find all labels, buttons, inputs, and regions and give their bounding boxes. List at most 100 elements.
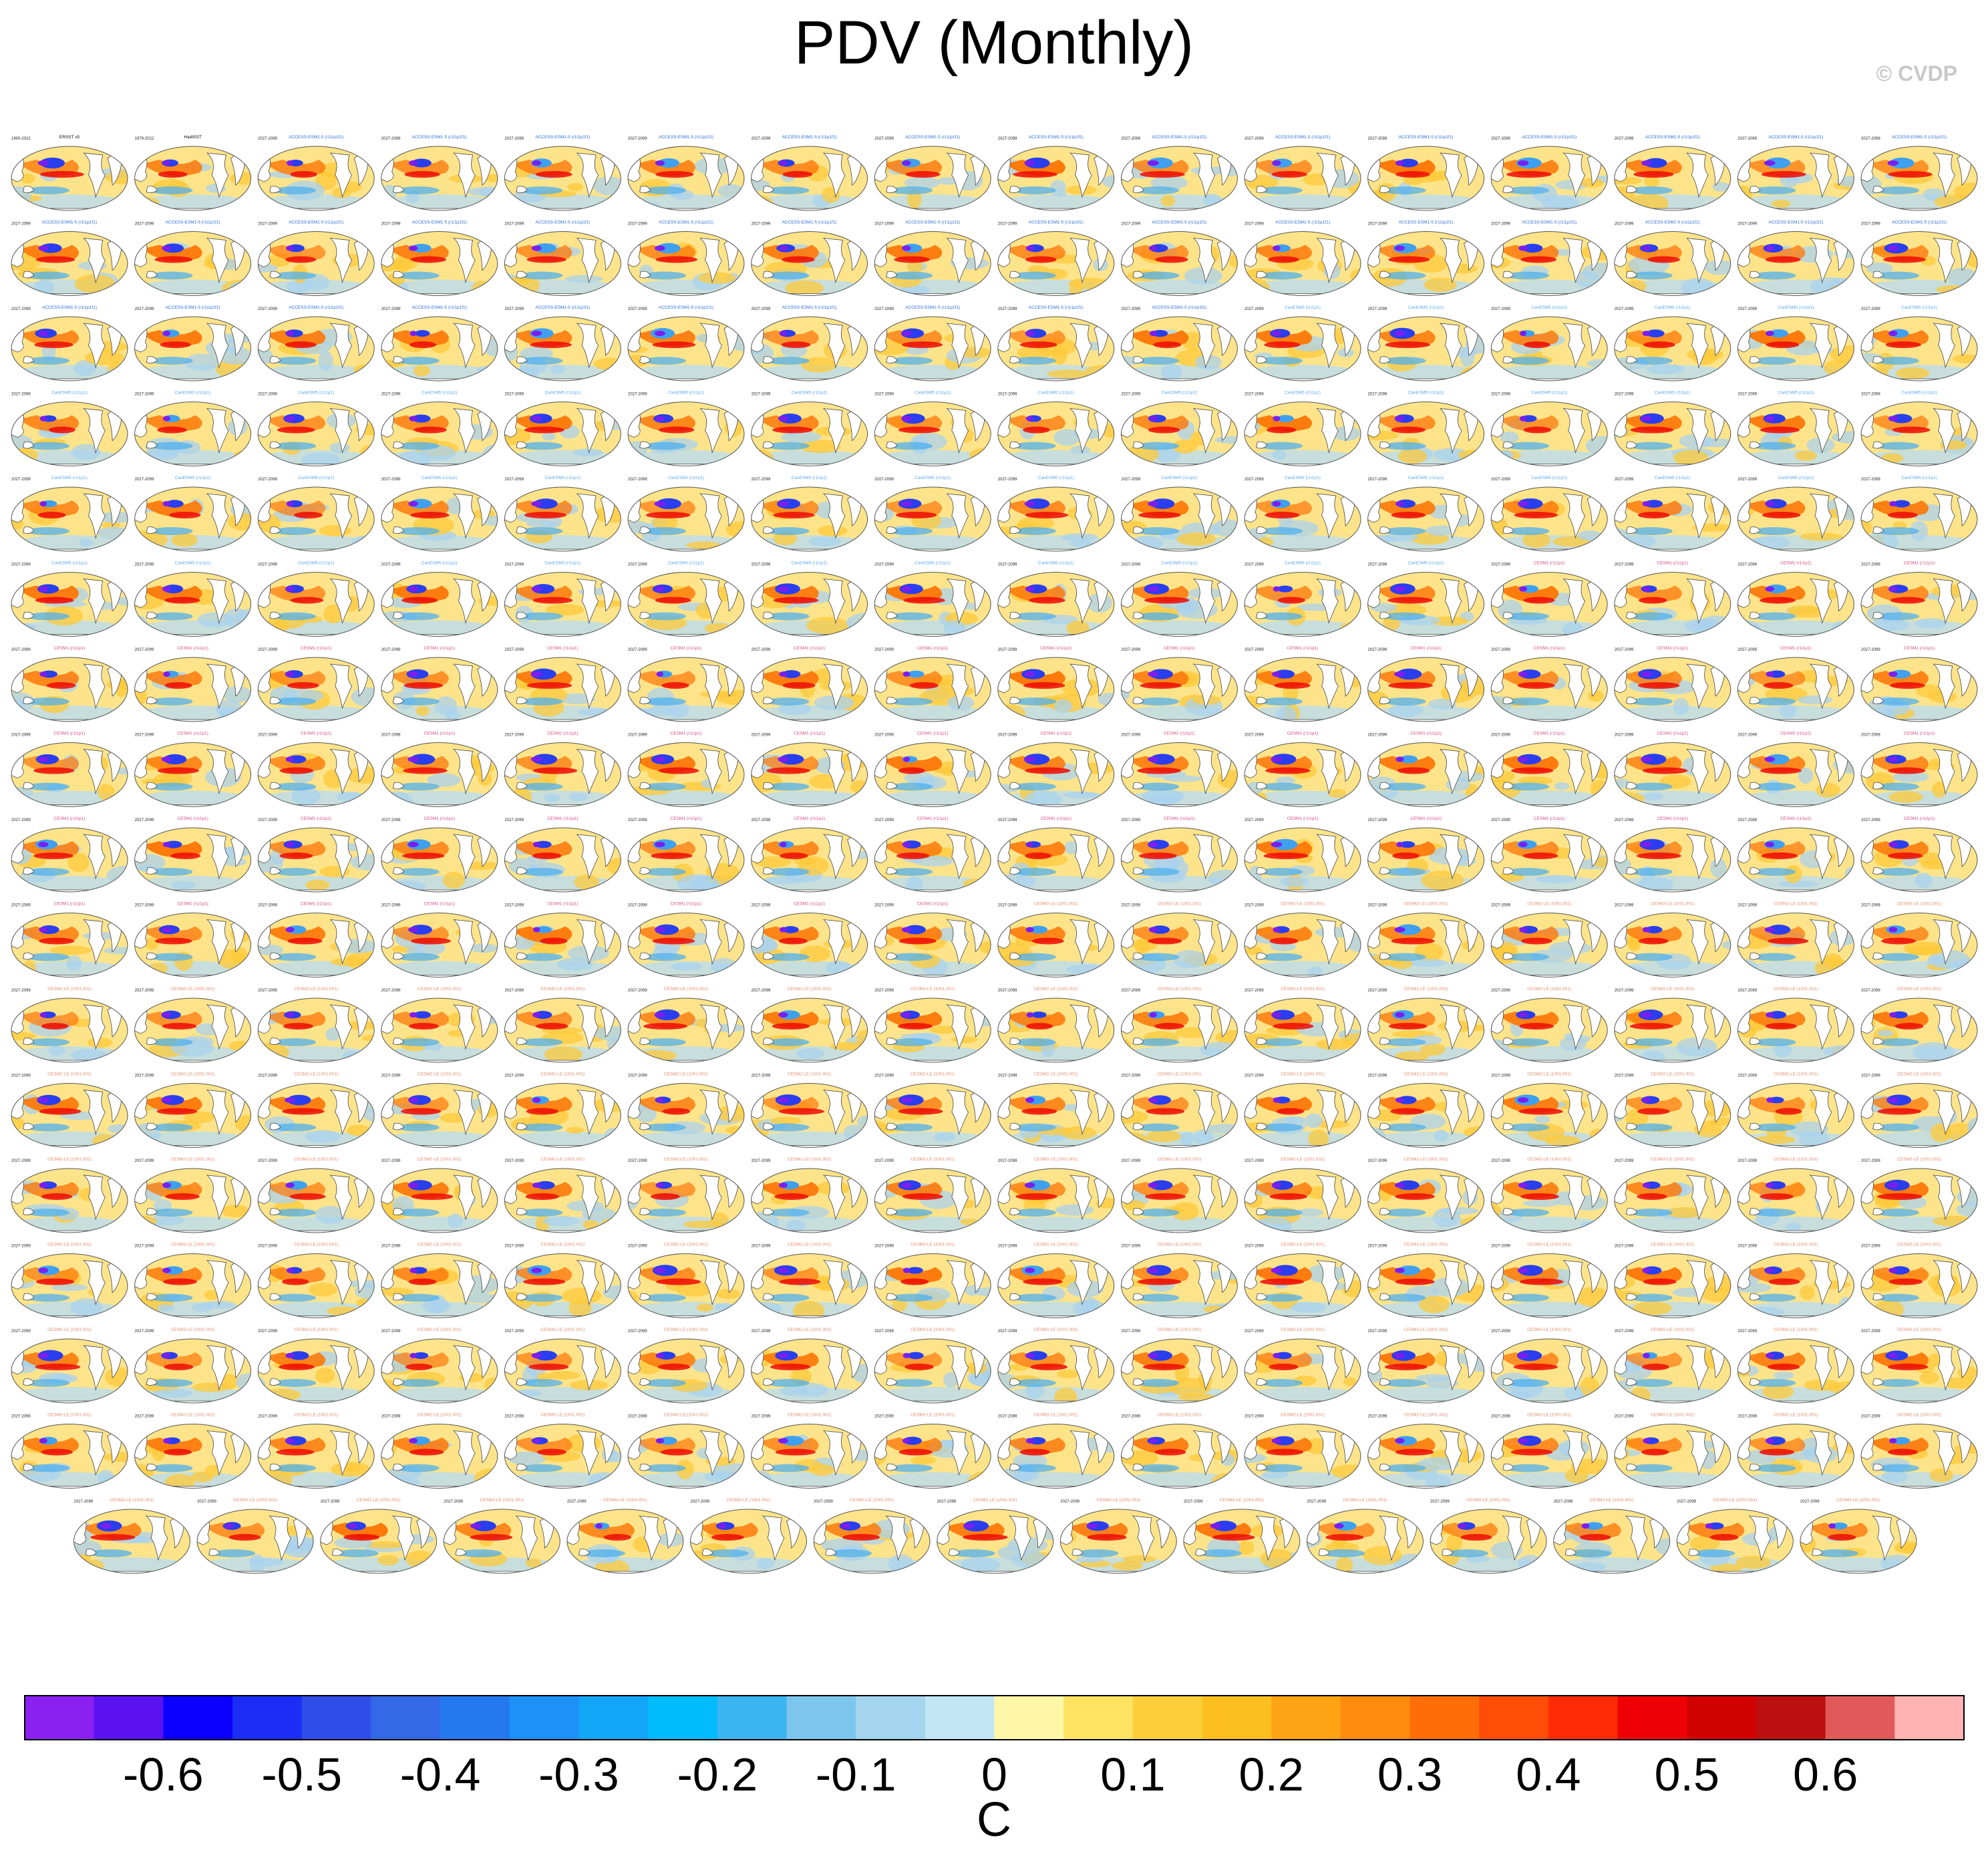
panel-period-label: 2027-2099	[381, 1415, 401, 1419]
map-panel: 2027-2099 CESM2-LE (1001.001)	[1860, 902, 1978, 977]
panel-period-label: 2027-2099	[1245, 818, 1264, 822]
panel-model-label: CESM2-LE (1001.001)	[1590, 1498, 1634, 1503]
panel-period-label: 2027-2099	[258, 1159, 277, 1163]
map-panel: 2027-2099 CanESM5 (r1i1p1)	[751, 476, 868, 552]
chart-title: PDV (Monthly)	[794, 9, 1194, 77]
panel-period-label: 2027-2099	[1121, 989, 1140, 993]
panel-model-label: CanESM5 (r1i1p1)	[1161, 561, 1197, 566]
map-panel: 2027-2099 ACCESS-ESM1-5 (r1i1p1f1)	[381, 135, 498, 211]
panel-model-label: CanESM5 (r1i1p1)	[1778, 391, 1814, 396]
panel-period-label: 2027-2099	[135, 478, 154, 482]
panel-model-label: CESM2-LE (1001.001)	[1281, 902, 1325, 907]
panel-period-label: 2027-2099	[258, 989, 277, 993]
map-panel: 2027-2099 CESM2-LE (1001.001)	[566, 1498, 684, 1574]
panel-model-label: CESM2-LE (1001.001)	[788, 1328, 832, 1332]
panel-model-label: CESM2-LE (1001.001)	[418, 1243, 462, 1247]
panel-period-label: 2027-2099	[874, 478, 894, 482]
panel-period-label: 2027-2099	[998, 137, 1017, 141]
panel-period-label: 2027-2099	[752, 1074, 771, 1078]
panel-model-label: ACCESS-ESM1-5 (r1i1p1f1)	[905, 220, 960, 225]
panel-period-label: 2027-2099	[11, 734, 31, 738]
map-panel: 2027-2099 CESM2-LE (1001.001)	[627, 1328, 745, 1404]
map-panel: 2027-2099 CESM2-LE (1001.001)	[257, 1328, 375, 1404]
panel-period-label: 2027-2099	[135, 818, 154, 822]
panel-model-label: CESM2-LE (1001.001)	[664, 1413, 708, 1418]
panel-model-label: CESM2-LE (1001.001)	[1774, 902, 1818, 907]
map-panel: 2027-2099 CESM1 (r1i1p1)	[1614, 646, 1731, 722]
panel-period-label: 2027-2099	[1615, 563, 1634, 567]
panel-model-label: CESM2-LE (1001.001)	[171, 1413, 215, 1418]
panel-model-label: CanESM5 (r1i1p1)	[1408, 561, 1444, 566]
map-panel: 2027-2099 CESM2-LE (1001.001)	[1614, 1328, 1731, 1404]
panel-model-label: CESM1 (r1i1p1)	[917, 732, 949, 736]
panel-model-label: CESM2-LE (1001.001)	[1404, 902, 1448, 907]
panel-period-label: 2027-2099	[1491, 563, 1510, 567]
panel-model-label: CESM2-LE (1001.001)	[1651, 1072, 1695, 1077]
panel-period-label: 2027-2099	[1615, 989, 1634, 993]
panel-period-label: 2027-2099	[1368, 904, 1387, 908]
panel-model-label: CESM2-LE (1001.001)	[1034, 1413, 1078, 1418]
map-panel: 2027-2099 CESM2-LE (1001.001)	[1490, 1072, 1608, 1148]
map-panel: 2027-2099 CanESM5 (r1i1p1)	[1614, 391, 1731, 466]
panel-model-label: CanESM5 (r1i1p1)	[51, 561, 88, 566]
panel-model-label: CESM2-LE (1001.001)	[171, 1072, 215, 1077]
panel-period-label: 2027-2099	[998, 1415, 1017, 1419]
map-panel: 2027-2099 CESM2-LE (1001.001)	[1860, 1072, 1978, 1148]
map-panel: 2027-2099 CESM1 (r1i1p1)	[1244, 732, 1361, 807]
panel-model-label: CESM2-LE (1001.001)	[1158, 1243, 1202, 1247]
panel-model-label: CESM2-LE (1001.001)	[1897, 1328, 1941, 1332]
panel-model-label: CanESM5 (r1i1p1)	[668, 476, 704, 480]
panel-period-label: 2027-2099	[504, 989, 524, 993]
panel-period-label: 2027-2099	[752, 648, 771, 652]
map-panel: 2027-2099 CESM2-LE (1001.001)	[504, 1328, 621, 1404]
panel-model-label: CanESM5 (r1i1p1)	[792, 561, 828, 566]
panel-period-label: 2027-2099	[504, 393, 524, 397]
panel-model-label: ACCESS-ESM1-5 (r1i1p1f1)	[782, 305, 837, 310]
panel-model-label: CESM1 (r1i1p1)	[1040, 816, 1071, 821]
panel-model-label: CESM2-LE (1001.001)	[1281, 1072, 1325, 1077]
panel-model-label: CESM2-LE (1001.001)	[973, 1498, 1017, 1503]
panel-model-label: CanESM5 (r1i1p1)	[175, 561, 211, 566]
panel-period-label: 2027-2099	[874, 393, 894, 397]
panel-period-label: 2027-2099	[628, 648, 647, 652]
panel-period-label: 2027-2099	[11, 307, 31, 311]
panel-model-label: CanESM5 (r1i1p1)	[1408, 476, 1444, 480]
colorbar-tick-label: 0	[981, 1748, 1007, 1801]
panel-model-label: CESM1 (r1i1p1)	[424, 732, 455, 736]
panel-period-label: 2027-2099	[1861, 734, 1880, 738]
panel-model-label: CESM2-LE (1001.001)	[1404, 1072, 1448, 1077]
panel-model-label: CESM1 (r1i1p1)	[54, 902, 86, 907]
map-panel: 2027-2099 CESM1 (r1i1p1)	[381, 646, 498, 722]
panel-period-label: 2027-2099	[1491, 222, 1510, 226]
colorbar-segment	[1340, 1696, 1411, 1740]
panel-model-label: CESM2-LE (1001.001)	[1096, 1498, 1140, 1503]
panel-period-label: 2027-2099	[1491, 904, 1510, 908]
panel-period-label: 2027-2099	[1121, 734, 1140, 738]
panel-period-label: 2027-2099	[11, 1415, 31, 1419]
panel-model-label: CanESM5 (r1i1p1)	[175, 391, 211, 396]
panel-model-label: CESM2-LE (1001.001)	[1343, 1498, 1387, 1503]
panel-model-label: CESM1 (r1i1p1)	[1904, 646, 1935, 651]
panel-period-label: 2027-2099	[197, 1500, 216, 1504]
panel-period-label: 2027-2099	[258, 137, 277, 141]
panel-model-label: CESM2-LE (1001.001)	[47, 1243, 92, 1247]
colorbar-segment	[717, 1696, 787, 1740]
map-panel: 2027-2099 CESM1 (r1i1p1)	[381, 732, 498, 807]
panel-period-label: 2027-2099	[1368, 989, 1387, 993]
map-panel: 2027-2099 CESM1 (r1i1p1)	[1860, 646, 1978, 722]
panel-model-label: CESM2-LE (1001.001)	[294, 1328, 338, 1332]
map-panel: 2027-2099 CESM1 (r1i1p1)	[257, 816, 375, 893]
colorbar-segment	[1687, 1696, 1757, 1740]
panel-period-label: 2027-2099	[1861, 1245, 1880, 1249]
panel-model-label: CESM1 (r1i1p1)	[424, 902, 455, 907]
panel-model-label: CESM1 (r1i1p1)	[1780, 732, 1812, 736]
panel-period-label: 2027-2099	[1245, 1330, 1264, 1334]
map-panel: 2027-2099 CanESM5 (r1i1p1)	[751, 561, 868, 637]
panel-period-label: 2027-2099	[1368, 1159, 1387, 1163]
map-panel: 2027-2099 CESM1 (r1i1p1)	[1244, 646, 1361, 722]
panel-period-label: 2027-2099	[1615, 478, 1634, 482]
panel-period-label: 2027-2099	[258, 222, 277, 226]
panel-model-label: CESM1 (r1i1p1)	[1534, 646, 1565, 651]
panel-model-label: CESM2-LE (1001.001)	[541, 1072, 585, 1077]
panel-period-label: 2027-2099	[1121, 393, 1140, 397]
